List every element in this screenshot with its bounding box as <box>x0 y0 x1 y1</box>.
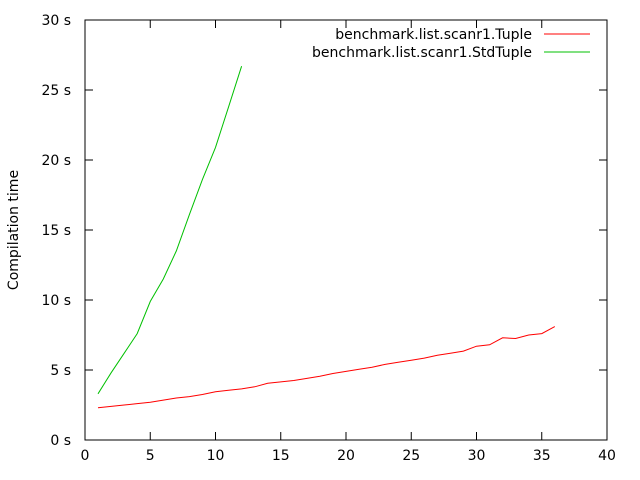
legend-label-0: benchmark.list.scanr1.Tuple <box>335 27 532 43</box>
y-axis-label: Compilation time <box>6 170 22 290</box>
series-line-0 <box>97 326 556 409</box>
x-tick-label: 30 <box>468 448 486 464</box>
y-tick-label: 30 s <box>41 13 71 29</box>
x-tick-label: 10 <box>207 448 225 464</box>
x-tick-label: 5 <box>146 448 155 464</box>
x-tick-label: 0 <box>81 448 90 464</box>
x-tick-label: 20 <box>337 448 355 464</box>
series-lines <box>97 66 556 409</box>
plot-frame <box>84 19 608 441</box>
y-tick-label: 0 s <box>50 433 71 449</box>
legend-label-1: benchmark.list.scanr1.StdTuple <box>312 45 532 61</box>
legend: benchmark.list.scanr1.Tuple benchmark.lis… <box>312 27 590 61</box>
x-tick-label: 35 <box>533 448 551 464</box>
x-tick-label: 40 <box>598 448 616 464</box>
series-line-1 <box>97 66 243 395</box>
axis-ticks: 0 5 10 15 20 25 30 35 40 0 s 5 s 10 s 15 s 20 s 25 s 30… <box>41 13 615 464</box>
y-tick-label: 5 s <box>50 363 71 379</box>
y-tick-label: 15 s <box>41 223 71 239</box>
y-tick-label: 20 s <box>41 153 71 169</box>
y-tick-label: 10 s <box>41 293 71 309</box>
y-tick-label: 25 s <box>41 83 71 99</box>
x-tick-label: 15 <box>272 448 290 464</box>
x-tick-label: 25 <box>402 448 420 464</box>
